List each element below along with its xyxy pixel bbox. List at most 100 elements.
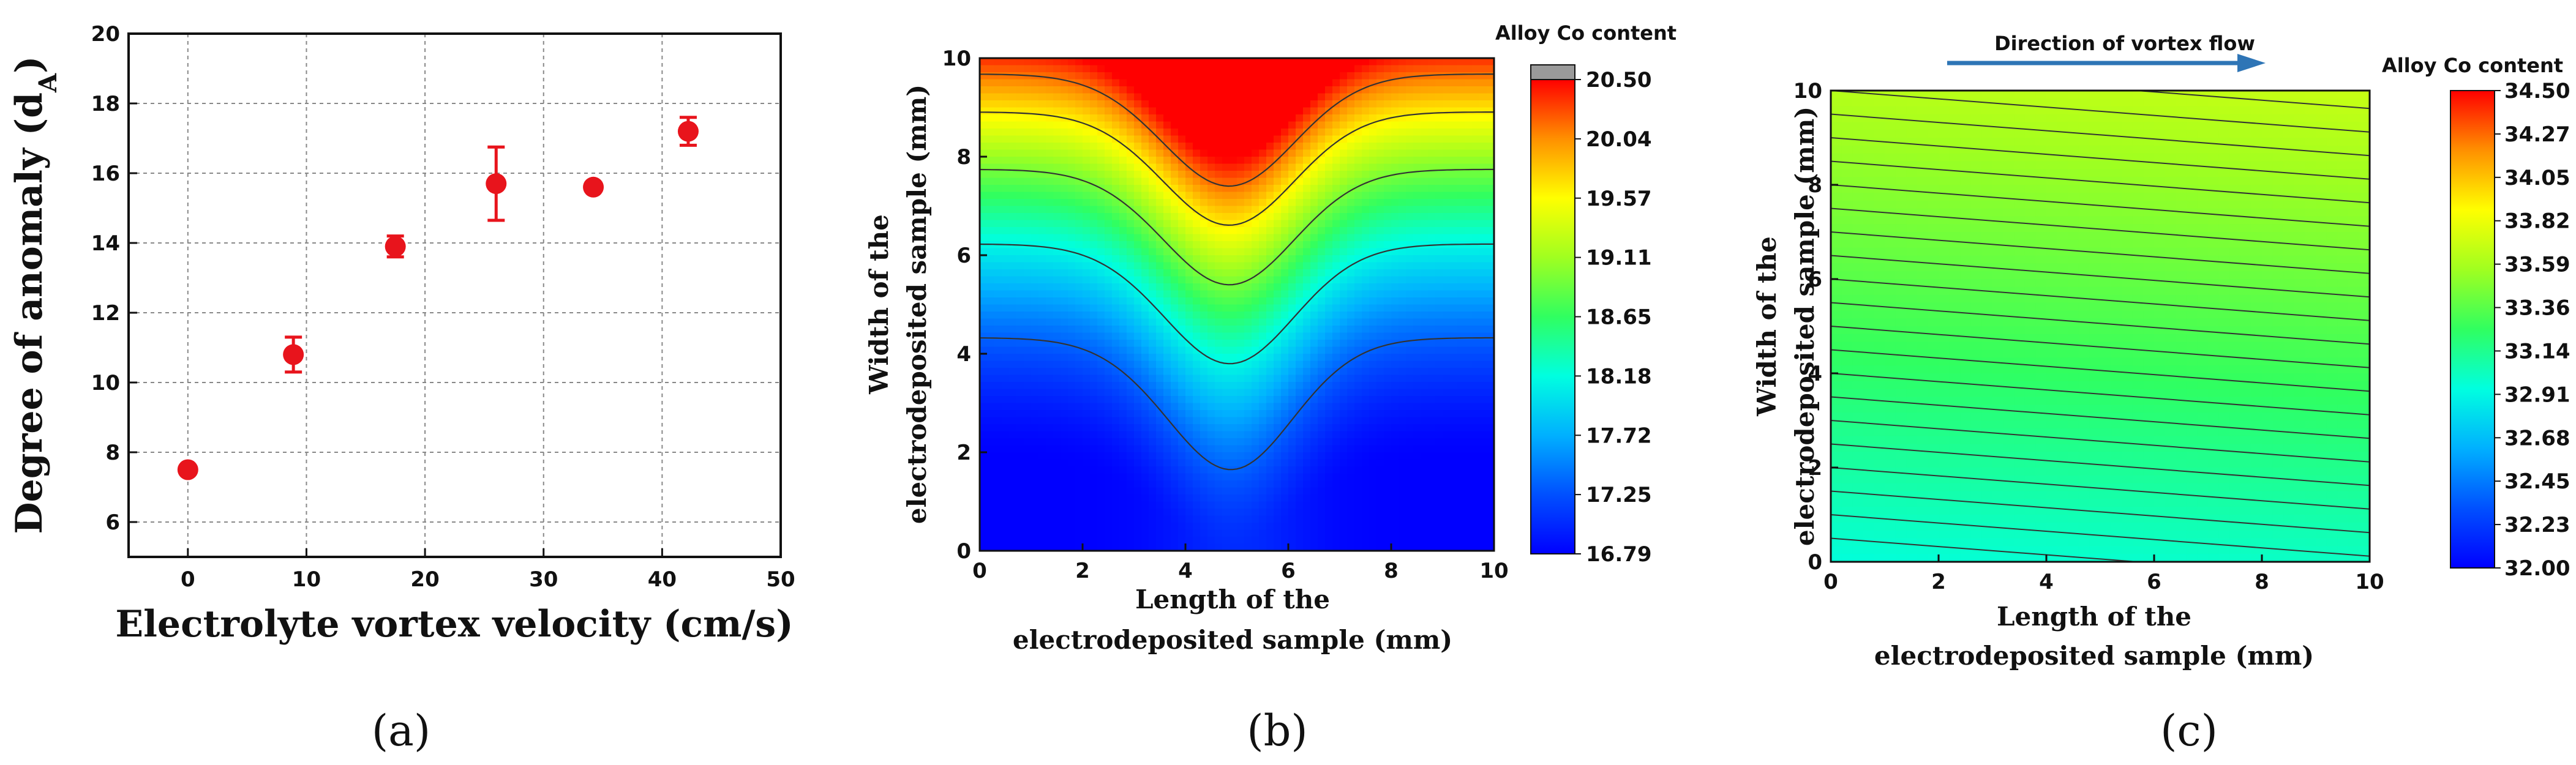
field-cell <box>1178 340 1186 348</box>
field-cell <box>1479 501 1487 509</box>
field-cell <box>1384 177 1392 185</box>
field-cell <box>1215 149 1223 157</box>
field-cell <box>1413 368 1421 376</box>
field-cell <box>1149 192 1157 200</box>
field-cell <box>1384 459 1392 467</box>
field-cell <box>1016 262 1024 270</box>
field-cell <box>1090 424 1098 432</box>
field-cell <box>1288 283 1296 291</box>
field-cell <box>1141 107 1149 115</box>
field-cell <box>1303 389 1311 397</box>
field-cell <box>1443 157 1451 165</box>
field-cell <box>1075 318 1083 326</box>
field-cell <box>1068 72 1076 80</box>
field-cell <box>1296 255 1304 263</box>
field-cell <box>1399 192 1406 200</box>
field-cell <box>1127 509 1135 517</box>
field-cell <box>1119 424 1127 432</box>
field-cell <box>1090 396 1098 404</box>
field-cell <box>1332 220 1340 228</box>
field-cell <box>1354 410 1362 418</box>
field-cell <box>1222 163 1230 171</box>
field-cell <box>1457 346 1465 354</box>
field-cell <box>1200 431 1208 439</box>
field-cell <box>1075 459 1083 467</box>
field-cell <box>1083 262 1091 270</box>
field-cell <box>1193 332 1201 340</box>
field-cell <box>1369 340 1377 348</box>
field-cell <box>1127 114 1135 122</box>
field-cell <box>1215 332 1223 340</box>
field-cell <box>1391 354 1399 362</box>
field-cell <box>1472 515 1480 523</box>
field-cell <box>1149 537 1157 545</box>
field-cell <box>1215 543 1223 551</box>
field-cell <box>1288 459 1296 467</box>
field-cell <box>1141 199 1149 207</box>
field-cell <box>1112 149 1120 157</box>
field-cell <box>1318 410 1326 418</box>
field-cell <box>1016 283 1024 291</box>
field-cell <box>1369 326 1377 334</box>
field-cell <box>1127 206 1135 214</box>
field-cell <box>1310 135 1318 143</box>
field-cell <box>1296 262 1304 270</box>
field-cell <box>980 121 988 129</box>
field-cell <box>1075 171 1083 179</box>
field-cell <box>1369 157 1377 165</box>
field-cell <box>1443 346 1451 354</box>
field-cell <box>1399 509 1406 517</box>
field-cell <box>1090 227 1098 235</box>
field-cell <box>1369 135 1377 143</box>
field-cell <box>1185 185 1193 193</box>
field-cell <box>1230 65 1237 73</box>
field-cell <box>1244 403 1252 411</box>
field-cell <box>1376 213 1384 221</box>
field-cell <box>1002 537 1010 545</box>
field-cell <box>1185 177 1193 185</box>
field-cell <box>1465 332 1473 340</box>
field-cell <box>1002 93 1010 101</box>
field-cell <box>1222 452 1230 460</box>
field-cell <box>1310 445 1318 453</box>
field-cell <box>1156 290 1164 298</box>
field-cell <box>1347 332 1355 340</box>
field-cell <box>1053 354 1061 362</box>
field-cell <box>1376 206 1384 214</box>
field-cell <box>994 114 1002 122</box>
field-cell <box>1325 304 1333 312</box>
field-cell <box>1097 403 1105 411</box>
field-cell <box>1413 297 1421 305</box>
field-cell <box>1068 107 1076 115</box>
field-cell <box>994 459 1002 467</box>
field-cell <box>1318 177 1326 185</box>
field-cell <box>1266 410 1274 418</box>
field-cell <box>1457 431 1465 439</box>
field-cell <box>1479 248 1487 256</box>
field-cell <box>1362 466 1370 474</box>
field-cell <box>1112 459 1120 467</box>
field-cell <box>1274 135 1282 143</box>
field-cell <box>1274 318 1282 326</box>
field-cell <box>1347 227 1355 235</box>
field-cell <box>1156 459 1164 467</box>
field-cell <box>1163 466 1171 474</box>
field-cell <box>1134 297 1142 305</box>
field-cell <box>1479 255 1487 263</box>
field-cell <box>1362 403 1370 411</box>
field-cell <box>1472 459 1480 467</box>
field-cell <box>1457 529 1465 537</box>
field-cell <box>1171 276 1179 284</box>
field-cell <box>1303 473 1311 481</box>
field-cell <box>1185 171 1193 179</box>
field-cell <box>1009 114 1017 122</box>
field-cell <box>1259 537 1267 545</box>
field-cell <box>1413 262 1421 270</box>
field-cell <box>1472 220 1480 228</box>
field-cell <box>1421 543 1429 551</box>
field-cell <box>1487 487 1494 495</box>
field-cell <box>1237 283 1245 291</box>
field-cell <box>1472 129 1480 136</box>
field-cell <box>1259 283 1267 291</box>
field-cell <box>1222 290 1230 298</box>
